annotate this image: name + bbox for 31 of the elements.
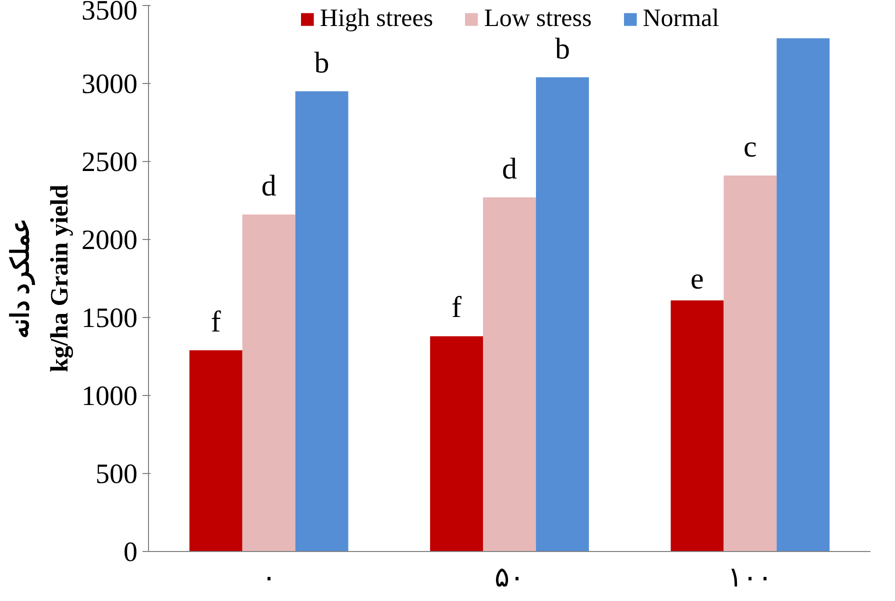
- legend-label: Low stress: [484, 5, 592, 33]
- y-tick-label: 1500: [82, 303, 138, 334]
- data-label: b: [554, 32, 570, 66]
- y-tick-label: 2500: [82, 147, 138, 178]
- bar: [536, 77, 589, 552]
- x-tick-label: ۵۰: [494, 562, 524, 594]
- y-tick-label: 2000: [82, 225, 138, 256]
- legend-label: High strees: [320, 5, 434, 33]
- y-tick-label: 500: [96, 459, 138, 490]
- data-label: b: [314, 46, 330, 80]
- bar: [670, 300, 724, 552]
- y-tick-label: 3000: [82, 69, 138, 100]
- bar: [776, 38, 830, 552]
- y-tick-label: 1000: [82, 381, 138, 412]
- legend-label: Normal: [642, 5, 720, 33]
- bar: [724, 176, 777, 552]
- data-label: d: [502, 152, 517, 186]
- bar: [295, 91, 348, 552]
- bar: [242, 214, 296, 552]
- bar: [189, 350, 242, 552]
- bar: [430, 336, 484, 552]
- x-tick-label: ۱۰۰: [728, 562, 773, 594]
- bar: [483, 197, 536, 552]
- y-tick-label: 3500: [82, 0, 138, 26]
- y-tick-label: 0: [124, 537, 138, 568]
- x-tick-label: ۰: [261, 562, 276, 594]
- data-label: f: [452, 291, 462, 324]
- data-label: c: [744, 130, 757, 164]
- data-label: f: [210, 305, 221, 338]
- data-label: d: [261, 170, 276, 203]
- data-label: e: [690, 262, 704, 296]
